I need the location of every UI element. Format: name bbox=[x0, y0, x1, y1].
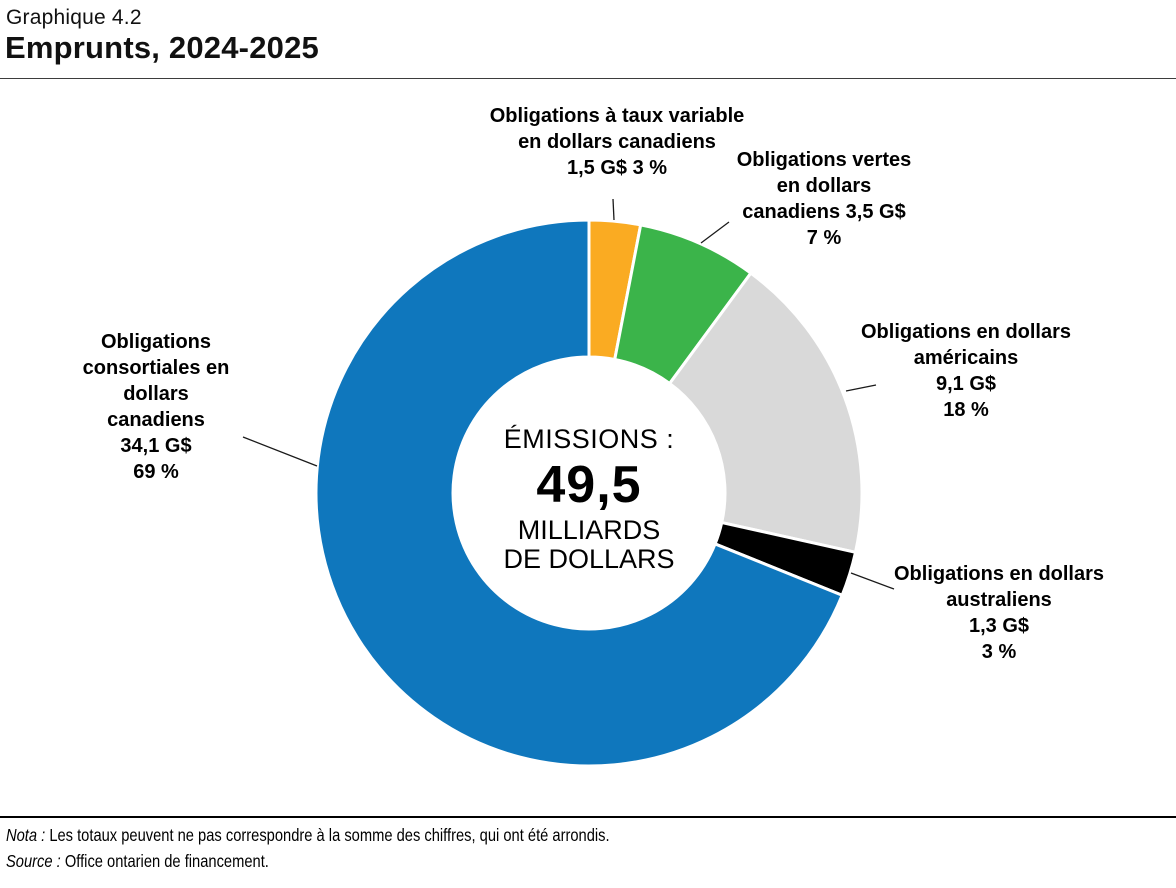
leader-line-green-cad bbox=[700, 221, 730, 244]
slice-label-syndicated-cad: Obligations consortiales en dollars cana… bbox=[82, 331, 230, 483]
leader-line-usd bbox=[845, 384, 877, 392]
slice-syndicated-cad bbox=[314, 218, 844, 768]
slice-label-green-cad: Obligations vertes en dollars canadiens … bbox=[736, 149, 912, 249]
source-line: Source : Office ontarien de financement. bbox=[6, 850, 269, 872]
source-label: Source : bbox=[6, 851, 61, 871]
slice-label-usd: Obligations en dollars américains 9,1 G$… bbox=[860, 321, 1072, 421]
donut-slices bbox=[314, 218, 864, 768]
leader-line-variable-rate-cad bbox=[612, 198, 615, 221]
source-text: Office ontarien de financement. bbox=[60, 851, 269, 871]
chart-number: Graphique 4.2 bbox=[6, 6, 142, 29]
nota-line: Nota : Les totaux peuvent ne pas corresp… bbox=[6, 824, 610, 846]
slice-label-variable-rate-cad: Obligations à taux variable en dollars c… bbox=[489, 105, 745, 179]
slice-label-aud: Obligations en dollars australiens 1,3 G… bbox=[893, 563, 1105, 663]
center-label: ÉMISSIONS : 49,5 MILLIARDS DE DOLLARS bbox=[429, 424, 749, 574]
slice-usd bbox=[668, 271, 864, 554]
header-divider bbox=[0, 78, 1176, 79]
leader-lines bbox=[242, 198, 895, 590]
leader-line-aud bbox=[850, 572, 895, 590]
footer-divider bbox=[0, 816, 1176, 818]
center-emissions-prefix: ÉMISSIONS : bbox=[503, 424, 675, 454]
nota-text: Les totaux peuvent ne pas correspondre à… bbox=[45, 825, 610, 845]
leader-line-syndicated-cad bbox=[242, 436, 318, 467]
center-total-unit: MILLIARDS DE DOLLARS bbox=[503, 515, 675, 574]
page-title: Emprunts, 2024-2025 bbox=[5, 30, 319, 65]
nota-label: Nota : bbox=[6, 825, 46, 845]
center-total-value: 49,5 bbox=[536, 456, 642, 514]
